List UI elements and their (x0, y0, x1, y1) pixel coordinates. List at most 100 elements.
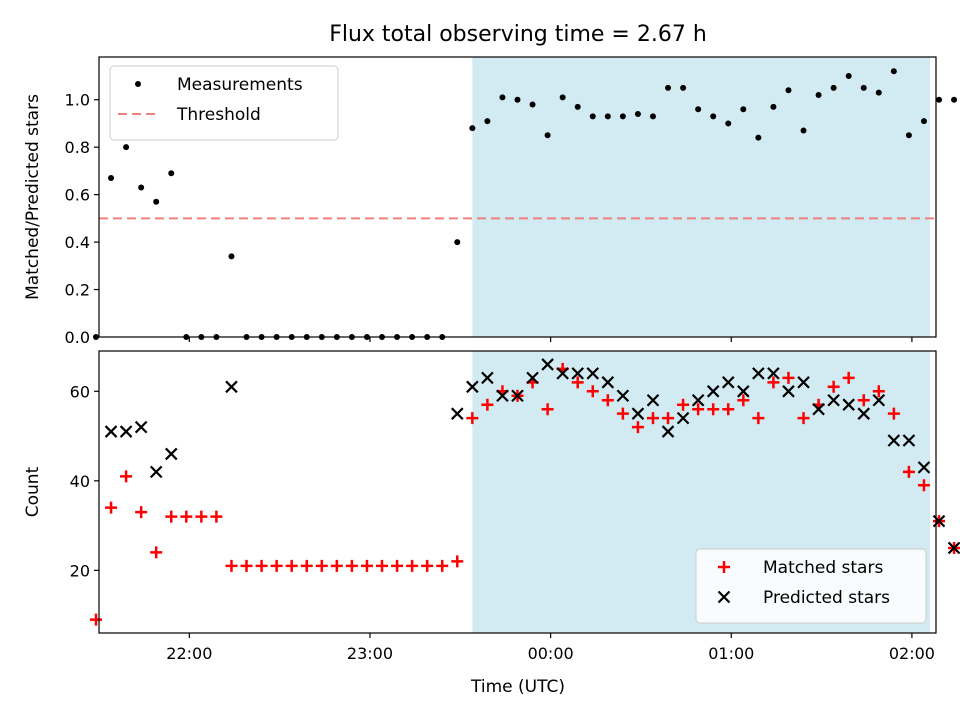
measurement-point (499, 94, 506, 101)
predicted-star-point (917, 461, 931, 474)
predicted-star-point (857, 407, 871, 420)
matched-star-point (391, 559, 404, 572)
measurement-point (695, 106, 702, 113)
predicted-star-point (496, 389, 509, 403)
predicted-star-point (676, 411, 690, 425)
measurement-point (108, 175, 115, 182)
predicted-star-point (721, 376, 735, 389)
predicted-star-point (481, 371, 494, 385)
bottom-panel: 20 40 60 22:00 23:00 00:00 01:00 02:00 Count Matc… (23, 350, 960, 663)
predicted-star-point (827, 393, 840, 407)
matched-star-point (180, 510, 193, 523)
matched-star-point (120, 470, 133, 483)
figure-title: Flux total observing time = 2.67 h (329, 22, 707, 47)
predicted-star-point (902, 434, 916, 447)
x-axis-label: Time (UTC) (470, 677, 565, 697)
matched-star-point (285, 559, 298, 572)
predicted-star-point (646, 393, 660, 407)
measurement-point (740, 106, 747, 113)
y-tick-label: 0.6 (65, 186, 90, 205)
measurement-point (529, 101, 536, 108)
y-tick-label: 0.0 (65, 328, 90, 347)
predicted-star-point (691, 393, 705, 407)
measurement-point (634, 110, 641, 117)
axes-frame (98, 350, 937, 634)
matched-star-point (707, 403, 720, 416)
measurement-point (920, 118, 927, 125)
legend-entry-label: Matched stars (763, 558, 883, 578)
predicted-star-point (104, 425, 118, 438)
matched-star-point (345, 559, 358, 572)
legend-box (109, 65, 339, 141)
predicted-star-point (526, 371, 539, 385)
x-tick-label: 23:00 (347, 644, 393, 663)
predicted-star-point (134, 420, 148, 434)
predicted-star-point (149, 465, 163, 479)
legend-marker-dot (135, 81, 141, 87)
matched-star-point (135, 506, 148, 519)
matched-star-point (767, 376, 780, 389)
y-axis-label: Matched/Predicted stars (23, 94, 43, 300)
matched-star-point (436, 559, 449, 572)
y-tick-label: 20 (70, 561, 90, 580)
predicted-star-point (932, 514, 946, 528)
measurement-point (845, 72, 852, 79)
matched-star-point (646, 412, 659, 425)
measurement-point (755, 134, 762, 141)
matched-star-point (887, 407, 900, 420)
predicted-star-point (451, 407, 464, 420)
matched-star-point (872, 385, 885, 398)
measurement-point (138, 184, 145, 191)
matched-star-point (662, 412, 675, 425)
predicted-star-point (706, 385, 720, 398)
measurement-point (454, 239, 461, 246)
matched-star-point (586, 385, 599, 398)
predicted-star-point (947, 541, 960, 555)
predicted-star-point (782, 385, 795, 398)
measurement-point (153, 198, 160, 205)
predicted-star-point (872, 393, 886, 407)
legend-marker-x (717, 590, 731, 604)
y-tick-label: 40 (70, 472, 90, 491)
predicted-star-point (661, 425, 675, 438)
predicted-star-point (616, 389, 630, 403)
matched-star-point (481, 398, 494, 411)
legend-entry-label: Measurements (177, 75, 303, 95)
predicted-star-point (511, 389, 524, 403)
matched-star-point (376, 559, 389, 572)
top-panel: 0.0 0.2 0.4 0.6 0.8 1.0 Matched/Predicted star… (23, 56, 958, 347)
predicted-star-point (752, 367, 765, 380)
matched-star-point (842, 371, 855, 384)
measurement-point (544, 132, 551, 139)
matched-star-point (195, 510, 208, 523)
matched-star-point (616, 407, 629, 420)
matched-star-point (240, 559, 253, 572)
measurement-point (604, 113, 611, 120)
matched-star-point (782, 371, 795, 384)
matched-star-point (330, 559, 343, 572)
predicted-star-point (541, 358, 554, 371)
matched-star-point (315, 559, 328, 572)
matched-star-point (360, 559, 373, 572)
predicted-star-point (556, 367, 569, 380)
x-tick-label: 02:00 (889, 644, 935, 663)
matched-star-point (737, 394, 750, 407)
y-axis-label: Count (23, 466, 43, 517)
measurement-point (619, 113, 626, 120)
predicted-star-point (631, 407, 645, 420)
measurement-point (725, 120, 732, 127)
matched-star-point (421, 559, 434, 572)
matched-star-point (165, 510, 178, 523)
measurement-point (890, 68, 897, 75)
measurement-point (860, 84, 867, 91)
matched-star-point (105, 501, 118, 514)
y-tick-label: 1.0 (65, 91, 90, 110)
measurement-point (228, 253, 235, 260)
y-tick-label: 0.4 (65, 233, 90, 252)
matched-star-point (601, 394, 614, 407)
predicted-star-point (571, 367, 584, 380)
measurement-point (589, 113, 596, 120)
measurement-point (830, 84, 837, 91)
legend-entry-label: Threshold (176, 105, 261, 125)
